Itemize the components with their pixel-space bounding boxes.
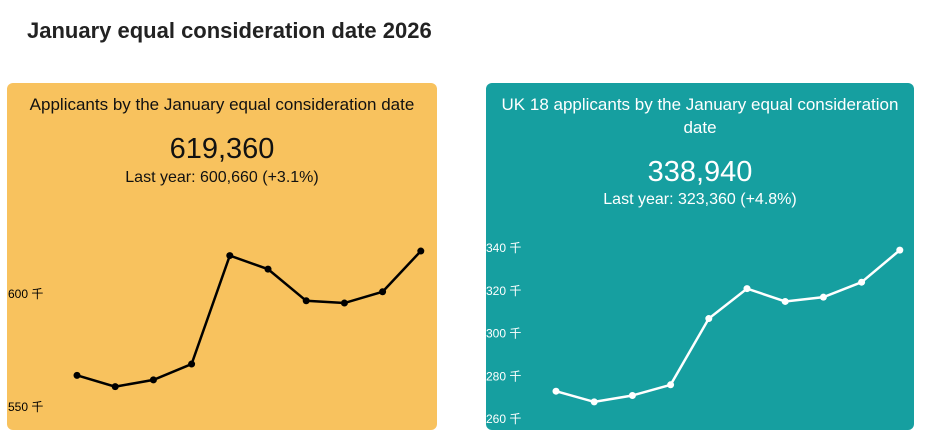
- kpi-comparison: Last year: 323,360 (+4.8%): [603, 191, 797, 208]
- series-line: [76, 250, 422, 388]
- data-point[interactable]: [302, 297, 310, 305]
- kpi-comparison: Last year: 600,660 (+3.1%): [125, 169, 319, 186]
- data-point[interactable]: [417, 247, 425, 255]
- y-tick-label: 600 千: [8, 287, 43, 301]
- series-line: [555, 249, 901, 404]
- data-point[interactable]: [226, 252, 234, 260]
- data-point[interactable]: [590, 398, 598, 406]
- kpi-value: 619,360: [169, 133, 275, 165]
- data-point[interactable]: [552, 387, 560, 395]
- card-title: Applicants by the January equal consider…: [29, 95, 415, 114]
- data-point[interactable]: [705, 315, 713, 323]
- data-point[interactable]: [628, 391, 636, 399]
- data-point[interactable]: [188, 360, 196, 368]
- data-point[interactable]: [73, 371, 81, 379]
- y-tick-label: 340 千: [486, 241, 521, 255]
- uk18-applicants-card: UK 18 applicants by the January equal co…: [486, 83, 914, 430]
- data-point[interactable]: [340, 299, 348, 307]
- y-tick-label: 280 千: [486, 369, 521, 383]
- y-tick-label: 260 千: [486, 412, 521, 426]
- data-point[interactable]: [819, 293, 827, 301]
- data-point[interactable]: [149, 376, 157, 384]
- card-title: UK 18 applicants by the January equal co…: [501, 95, 899, 137]
- applicants-line-chart: 550 千 600 千: [8, 247, 425, 414]
- y-tick-label: 550 千: [8, 400, 43, 414]
- data-point[interactable]: [896, 246, 904, 254]
- y-tick-label: 300 千: [486, 327, 521, 341]
- uk18-line-chart: 260 千 280 千 300 千 320 千 340 千: [486, 241, 904, 426]
- page-title: January equal consideration date 2026: [27, 18, 432, 43]
- kpi-value: 338,940: [647, 156, 753, 188]
- data-point[interactable]: [264, 265, 272, 273]
- data-point[interactable]: [111, 383, 119, 391]
- data-point[interactable]: [858, 278, 866, 286]
- y-tick-label: 320 千: [486, 284, 521, 298]
- data-point[interactable]: [743, 285, 751, 293]
- data-point[interactable]: [379, 288, 387, 296]
- data-point[interactable]: [667, 381, 675, 389]
- data-point[interactable]: [781, 297, 789, 305]
- applicants-card: Applicants by the January equal consider…: [7, 83, 437, 430]
